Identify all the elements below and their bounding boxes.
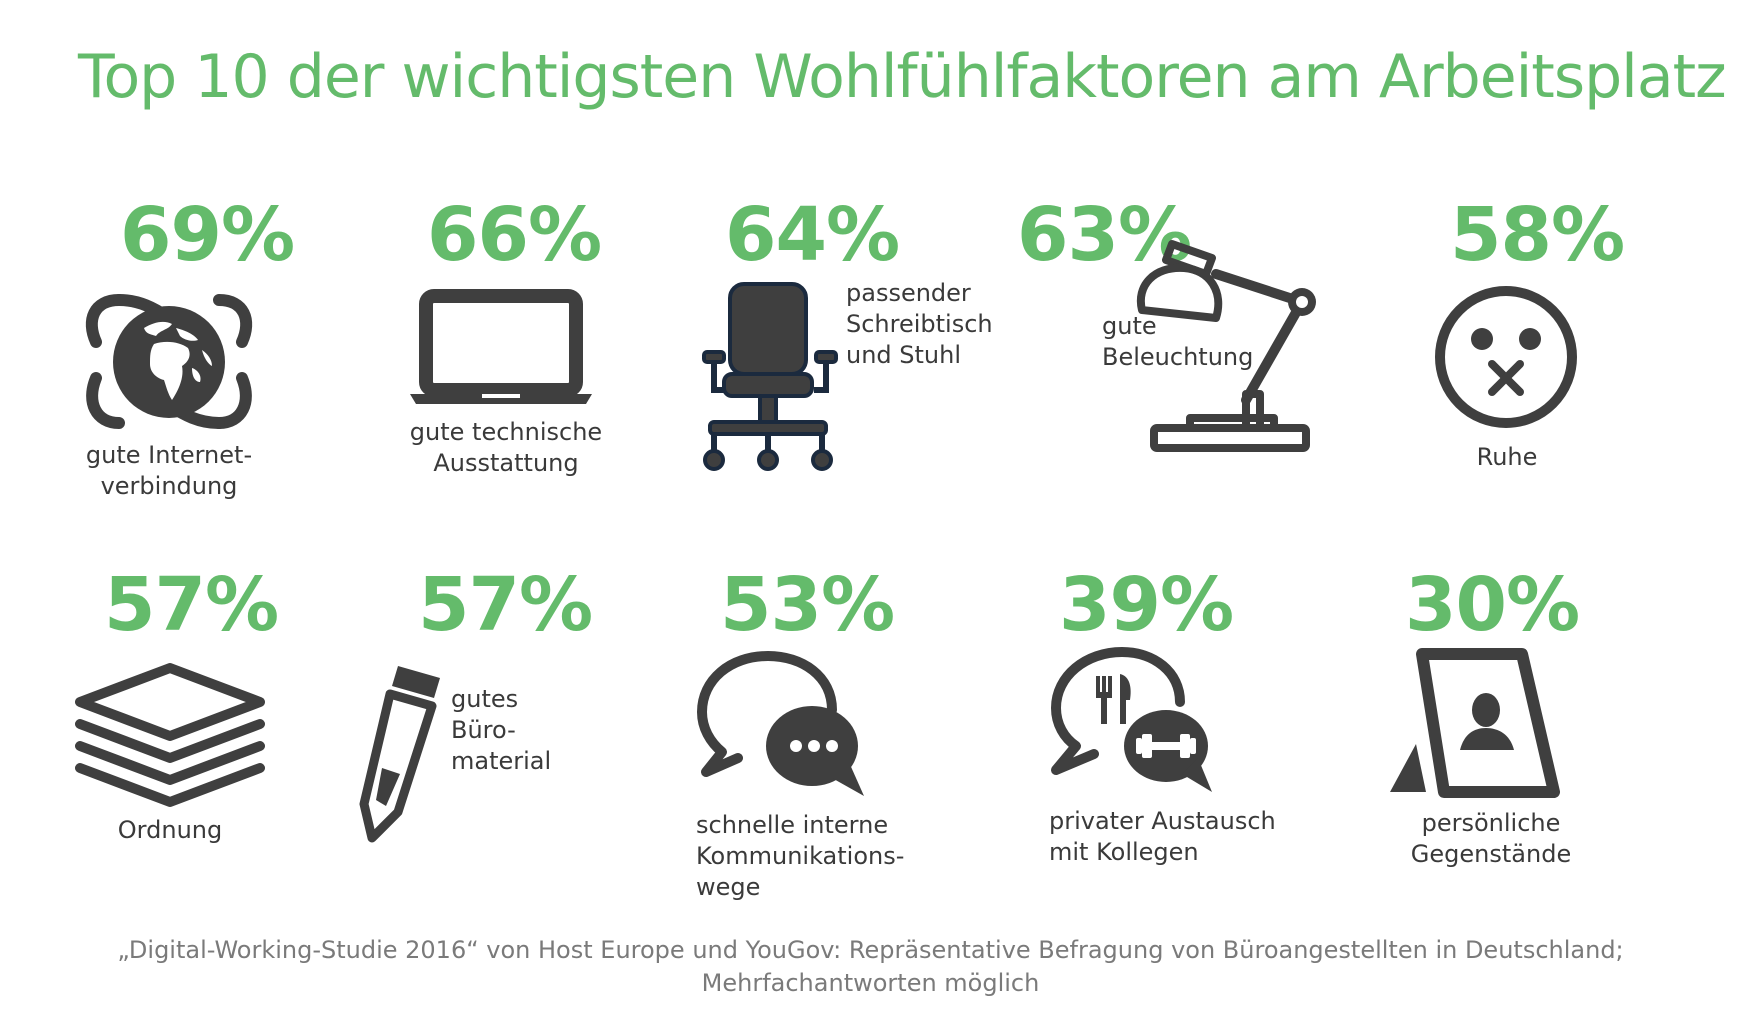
- value-label-internet: 69%: [120, 192, 295, 278]
- pencil-icon: [359, 666, 440, 843]
- value-label-personal-items: 30%: [1405, 562, 1580, 648]
- value-label-communication: 53%: [720, 562, 895, 648]
- silent-face-icon: [1435, 286, 1577, 428]
- value-label-desk-chair: 64%: [725, 192, 900, 278]
- office-chair-icon: [702, 282, 838, 471]
- label-office-supplies: gutes Büro- material: [451, 685, 552, 775]
- label-personal-items: persönliche Gegenstände: [1410, 809, 1572, 868]
- laptop-icon: [410, 289, 592, 404]
- source-note: „Digital-Working-Studie 2016“ von Host E…: [117, 936, 1624, 997]
- label-desk-chair: passender Schreibtisch und Stuhl: [846, 279, 993, 369]
- value-label-order: 57%: [104, 562, 279, 648]
- label-quiet: Ruhe: [1476, 443, 1538, 471]
- lunch-break-chat-icon: [1051, 647, 1212, 792]
- chat-bubbles-icon: [697, 651, 864, 796]
- label-exchange: privater Austausch mit Kollegen: [1049, 807, 1276, 866]
- label-order: Ordnung: [117, 816, 223, 844]
- value-label-equipment: 66%: [427, 192, 602, 278]
- page-title: Top 10 der wichtigsten Wohlfühlfaktoren …: [78, 42, 1727, 112]
- value-label-office-supplies: 57%: [418, 562, 593, 648]
- value-label-exchange: 39%: [1059, 562, 1234, 648]
- photo-frame-icon: [1390, 648, 1560, 798]
- globe-icon: [85, 294, 253, 429]
- label-equipment: gute technische Ausstattung: [409, 418, 603, 477]
- value-label-quiet: 58%: [1450, 192, 1625, 278]
- paper-stack-icon: [75, 663, 265, 807]
- label-internet: gute Internet- verbindung: [85, 441, 253, 500]
- label-communication: schnelle interne Kommunikations- wege: [696, 811, 905, 901]
- label-lighting: gute Beleuchtung: [1102, 312, 1254, 371]
- desk-lamp-icon: [1136, 240, 1316, 452]
